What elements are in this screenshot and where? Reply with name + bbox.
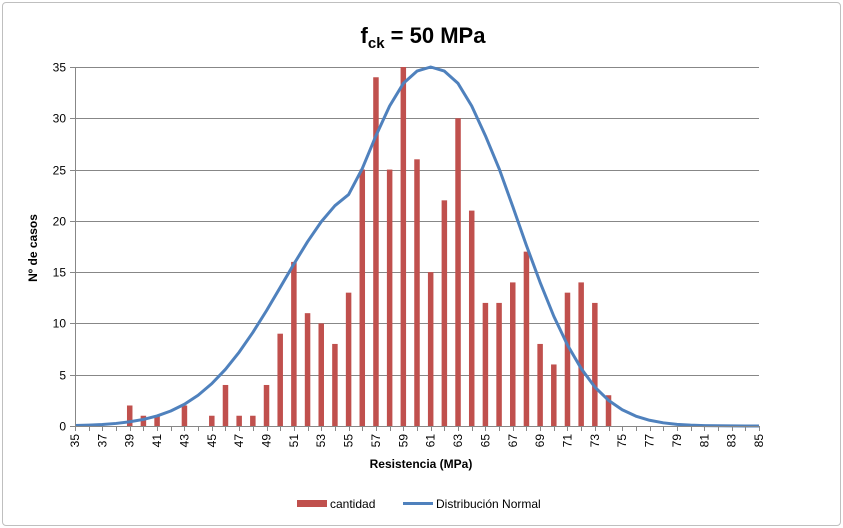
bar (222, 384, 229, 426)
y-tick-label: 15 (53, 266, 67, 280)
bar (386, 169, 393, 426)
y-tick-label: 10 (53, 317, 67, 331)
y-tick-label: 25 (53, 164, 67, 178)
y-axis-title: Nº de casos (26, 214, 40, 282)
bar (373, 77, 379, 426)
y-tick-label: 30 (53, 112, 67, 126)
x-tick-label: 59 (396, 434, 410, 448)
x-tick-label: 83 (725, 434, 739, 448)
bar (523, 251, 530, 426)
y-tick-label: 0 (59, 420, 66, 434)
bar (318, 323, 324, 426)
bar (414, 159, 420, 426)
x-tick-label: 79 (670, 434, 684, 448)
x-tick-label: 81 (697, 434, 711, 448)
bar-series-cantidad (126, 67, 612, 426)
bar (510, 282, 516, 426)
x-tick-label: 47 (232, 434, 246, 448)
chart-title-main: f (361, 23, 369, 48)
bar (332, 343, 338, 426)
bar (578, 282, 584, 426)
y-tick-labels: 0 5 10 15 20 25 30 35 (53, 61, 67, 434)
x-tick-label: 69 (533, 434, 547, 448)
bar (263, 384, 270, 426)
bar (304, 313, 311, 426)
y-tick-label: 5 (59, 369, 66, 383)
bar (592, 302, 598, 426)
x-tick-label: 49 (260, 434, 274, 448)
bar (551, 364, 557, 426)
bar (400, 67, 407, 426)
x-tick-label: 35 (68, 434, 82, 448)
x-tick-label: 67 (506, 434, 520, 448)
x-tick-label: 45 (205, 434, 219, 448)
chart-title-rest: = 50 MPa (385, 23, 487, 48)
bar (345, 292, 352, 426)
x-tick-label: 39 (123, 434, 137, 448)
y-tick-label: 35 (53, 61, 67, 75)
normal-distribution-curve (74, 65, 759, 428)
x-tick-label: 73 (588, 434, 602, 448)
axes (70, 67, 760, 431)
x-tick-label: 55 (342, 434, 356, 448)
bar (427, 272, 434, 426)
bar (455, 118, 461, 426)
bar (496, 302, 502, 426)
x-tick-label: 43 (177, 434, 191, 448)
bar (126, 405, 133, 426)
x-tick-label: 63 (451, 434, 465, 448)
chart-title: fck = 50 MPa (361, 23, 487, 52)
y-tick-label: 20 (53, 215, 67, 229)
x-tick-label: 85 (752, 434, 766, 448)
bar (181, 405, 188, 426)
x-tick-label: 37 (95, 434, 109, 448)
bar (154, 415, 160, 426)
bar (236, 415, 242, 426)
bar (209, 415, 215, 426)
bar (564, 292, 571, 426)
x-tick-label: 61 (424, 434, 438, 448)
legend-swatch-cantidad (297, 500, 327, 507)
line-series-distribucion-normal (74, 65, 759, 428)
bar (291, 261, 297, 426)
bar (250, 415, 256, 426)
x-tick-label: 53 (314, 434, 328, 448)
legend: cantidad Distribución Normal (297, 497, 541, 511)
bar (277, 333, 283, 426)
x-tick-label: 57 (369, 434, 383, 448)
x-tick-label: 51 (287, 434, 301, 448)
x-tick-label: 41 (150, 434, 164, 448)
bar (359, 169, 366, 426)
x-tick-label: 71 (560, 434, 574, 448)
legend-label-distribucion-normal: Distribución Normal (436, 497, 541, 511)
bar (468, 210, 475, 426)
bar (482, 302, 489, 426)
chart-svg: 0 5 10 15 20 25 30 35 35 37 39 41 43 45 47 49 51 53 55 57 5… (26, 23, 766, 511)
bar (537, 343, 543, 426)
bar (441, 200, 448, 426)
chart-title-subscript: ck (368, 35, 385, 52)
legend-label-cantidad: cantidad (330, 497, 375, 511)
x-tick-labels: 35 37 39 41 43 45 47 49 51 53 55 57 59 61 63 65 67 69 71 73… (68, 434, 766, 448)
x-tick-label: 75 (615, 434, 629, 448)
x-tick-label: 77 (643, 434, 657, 448)
x-tick-label: 65 (478, 434, 492, 448)
bar (605, 395, 612, 426)
x-axis-title: Resistencia (MPa) (370, 457, 473, 471)
